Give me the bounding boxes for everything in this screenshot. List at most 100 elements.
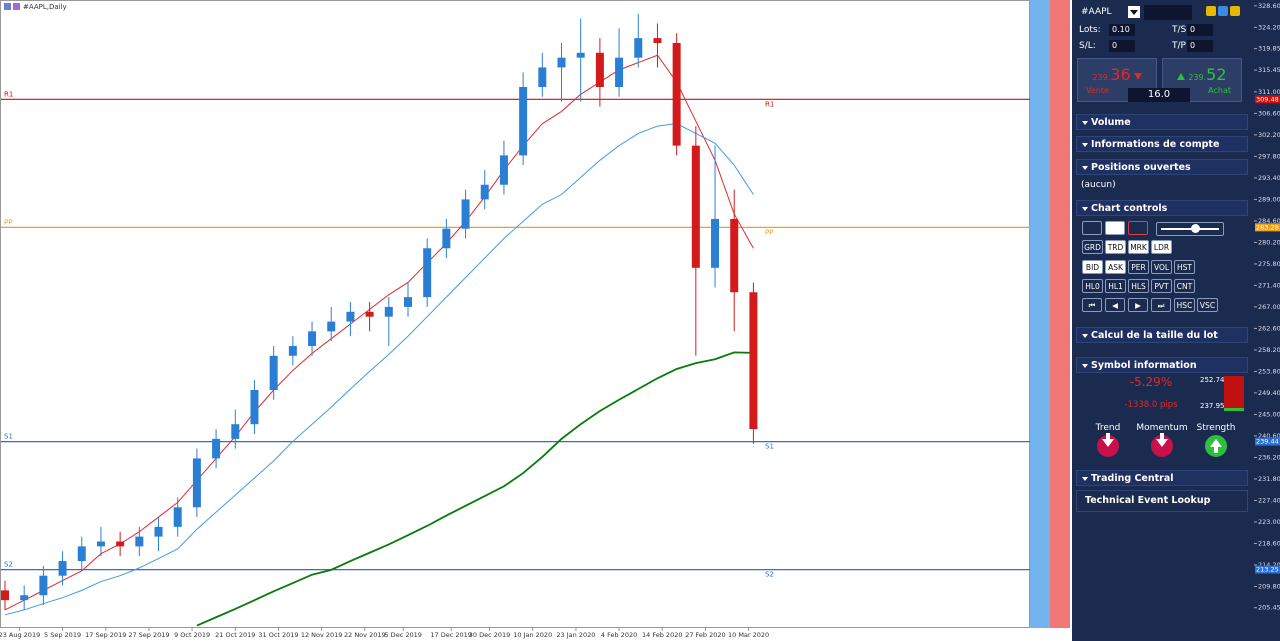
sl-input[interactable]: 0 bbox=[1109, 40, 1135, 52]
y-tick-label: 319.85 bbox=[1258, 45, 1280, 53]
section-header[interactable]: Positions ouvertes bbox=[1076, 159, 1248, 175]
toggle-button[interactable]: HLS bbox=[1128, 279, 1149, 293]
toggle-button[interactable]: HL0 bbox=[1082, 279, 1103, 293]
candle-body bbox=[116, 541, 125, 547]
overlay-line bbox=[4, 123, 754, 616]
toggle-button[interactable]: PVT bbox=[1151, 279, 1172, 293]
y-tick-label: 205.45 bbox=[1258, 604, 1280, 612]
toggle-button[interactable]: HST bbox=[1174, 260, 1195, 274]
toggle-button[interactable]: MRK bbox=[1128, 240, 1149, 254]
x-tick-label: 4 Feb 2020 bbox=[601, 631, 637, 639]
x-tick-label: 23 Jan 2020 bbox=[556, 631, 595, 639]
nav-first[interactable]: ⏮ bbox=[1082, 298, 1102, 312]
toggle-button[interactable]: HL1 bbox=[1105, 279, 1126, 293]
toggle-button[interactable]: VOL bbox=[1151, 260, 1172, 274]
candle-body bbox=[711, 218, 720, 268]
level-label: R1 bbox=[765, 100, 774, 108]
level-label: S1 bbox=[4, 433, 13, 441]
symbol[interactable]: #AAPL bbox=[1078, 5, 1130, 20]
candle-body bbox=[192, 458, 201, 508]
lookup[interactable]: Technical Event Lookup bbox=[1076, 490, 1248, 512]
symbol-dropdown[interactable] bbox=[1128, 6, 1140, 18]
toggle-button[interactable]: ASK bbox=[1105, 260, 1126, 274]
level-tag bbox=[1255, 437, 1280, 446]
toggle-button[interactable]: LDR bbox=[1151, 240, 1172, 254]
section-header[interactable]: Trading Central bbox=[1076, 470, 1248, 486]
indicator-label: Strength bbox=[1196, 423, 1236, 433]
toggle-button[interactable]: TRD bbox=[1105, 240, 1126, 254]
x-tick-label: 23 Aug 2019 bbox=[0, 631, 40, 639]
candle-body bbox=[442, 228, 451, 249]
candle-body bbox=[691, 145, 700, 268]
change-pct: -5.29% bbox=[1129, 375, 1173, 389]
x-tick-label: 5 Sep 2019 bbox=[44, 631, 81, 639]
control-icon[interactable] bbox=[1082, 221, 1102, 235]
lots-input[interactable]: 0.10 bbox=[1109, 24, 1135, 36]
icon[interactable] bbox=[1218, 6, 1228, 16]
candle-body bbox=[173, 507, 182, 527]
candle-body bbox=[212, 438, 221, 459]
level-label: S2 bbox=[765, 571, 774, 579]
candle-body bbox=[154, 526, 163, 537]
toggle-button[interactable]: GRD bbox=[1082, 240, 1103, 254]
y-tick-label: 324.20 bbox=[1258, 23, 1280, 31]
candle-body bbox=[519, 86, 528, 156]
candle-body bbox=[327, 321, 336, 332]
buy-price-big: 52 bbox=[1206, 65, 1227, 84]
candle-body bbox=[308, 331, 317, 347]
slider[interactable] bbox=[1156, 222, 1224, 236]
section-header[interactable]: Calcul de la taille du lot bbox=[1076, 327, 1248, 343]
x-tick-label: 17 Dec 2019 bbox=[430, 631, 472, 639]
level-label: PP bbox=[765, 228, 773, 236]
nav-last[interactable]: ⏭ bbox=[1151, 298, 1171, 312]
nav-prev[interactable]: ◀ bbox=[1105, 298, 1125, 312]
candle-body bbox=[672, 43, 681, 146]
y-tick-label: 231.80 bbox=[1258, 475, 1280, 483]
toggle-button[interactable]: CNT bbox=[1174, 279, 1195, 293]
search-box[interactable] bbox=[1144, 5, 1192, 20]
candle-body bbox=[653, 38, 662, 44]
chart-icon bbox=[4, 3, 11, 10]
control-icon[interactable] bbox=[1128, 221, 1148, 235]
section-header[interactable]: Informations de compte bbox=[1076, 136, 1248, 152]
y-tick-label: 311.00 bbox=[1258, 88, 1280, 96]
toggle-button[interactable]: PER bbox=[1128, 260, 1149, 274]
toggle-button[interactable]: HSC bbox=[1174, 298, 1195, 312]
chart-icon bbox=[13, 3, 20, 10]
x-tick-label: 27 Sep 2019 bbox=[128, 631, 169, 639]
x-tick-label: 31 Oct 2019 bbox=[258, 631, 298, 639]
y-tick-label: 289.00 bbox=[1258, 195, 1280, 203]
candle-body bbox=[538, 67, 547, 87]
change-pips: -1338.0 pips bbox=[1124, 400, 1178, 410]
candle-body bbox=[576, 52, 585, 58]
icon[interactable] bbox=[1206, 6, 1216, 16]
toggle-button[interactable]: BID bbox=[1082, 260, 1103, 274]
level-label: S1 bbox=[765, 443, 774, 451]
toggle-button[interactable]: VSC bbox=[1197, 298, 1218, 312]
candle-body bbox=[77, 546, 86, 562]
y-tick-label: 236.20 bbox=[1258, 453, 1280, 461]
y-tick-label: 306.60 bbox=[1258, 109, 1280, 117]
control-icon[interactable] bbox=[1105, 221, 1125, 235]
candle-body bbox=[1, 590, 9, 601]
chart-title: #AAPL,Daily bbox=[23, 3, 67, 11]
x-tick-label: 5 Dec 2019 bbox=[384, 631, 421, 639]
tp-input[interactable]: 0 bbox=[1187, 40, 1213, 52]
y-tick-label: 297.80 bbox=[1258, 152, 1280, 160]
level-value-label: 213.25 bbox=[1256, 566, 1279, 574]
indicator-signal bbox=[1097, 433, 1119, 457]
candle-body bbox=[58, 561, 67, 576]
section-header[interactable]: Symbol information bbox=[1076, 357, 1248, 373]
icon[interactable] bbox=[1230, 6, 1240, 16]
nav-next[interactable]: ▶ bbox=[1128, 298, 1148, 312]
y-tick-label: 293.40 bbox=[1258, 174, 1280, 182]
section-header[interactable]: Volume bbox=[1076, 114, 1248, 130]
spread: 16.0 bbox=[1128, 88, 1190, 102]
x-tick-label: 10 Jan 2020 bbox=[513, 631, 552, 639]
section-header[interactable]: Chart controls bbox=[1076, 200, 1248, 216]
price-axis: 328.60 324.20 319.85 315.45 311.00 306.60 302.… bbox=[1254, 0, 1280, 641]
buy-price-small: 239. bbox=[1188, 73, 1207, 82]
ts-input[interactable]: 0 bbox=[1187, 24, 1213, 36]
sl-label: S/L: bbox=[1079, 41, 1096, 51]
